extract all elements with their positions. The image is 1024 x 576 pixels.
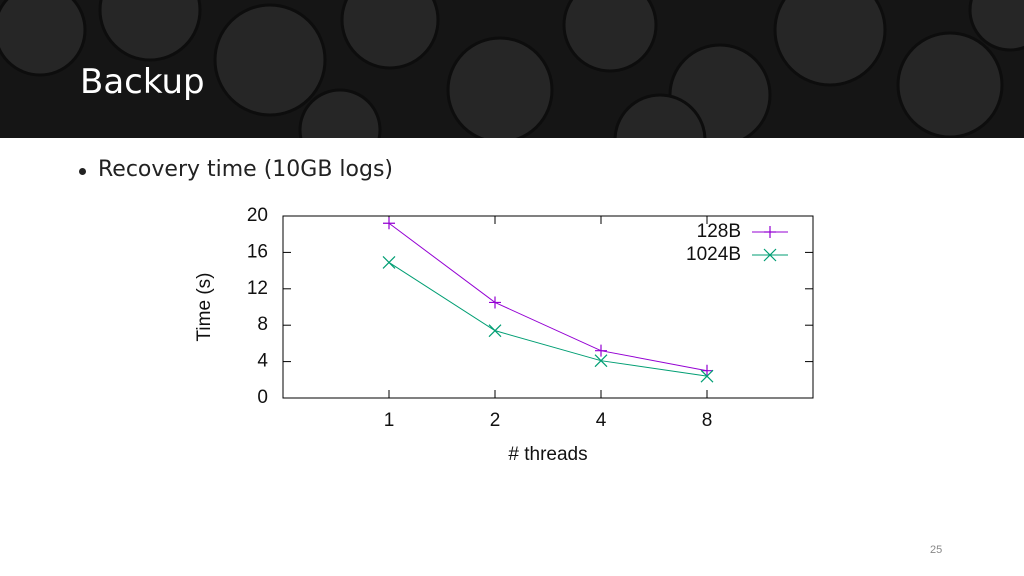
data-point: [595, 344, 607, 357]
data-point: [382, 255, 396, 269]
data-point: [488, 324, 502, 338]
series-line: [388, 261, 708, 377]
data-point: [383, 217, 395, 230]
y-axis-label: Time (s): [194, 273, 215, 342]
slide-title: Backup: [80, 62, 205, 102]
x-tick-label: 2: [490, 410, 501, 431]
y-tick-label: 8: [257, 314, 268, 335]
y-tick-label: 4: [257, 351, 268, 372]
x-tick-label: 4: [596, 410, 607, 431]
data-point: [700, 369, 714, 383]
legend-marker: [764, 226, 776, 238]
header: Backup: [0, 0, 1024, 138]
data-point: [489, 296, 501, 309]
header-texture: [0, 0, 1024, 138]
series-line: [388, 222, 708, 372]
plot-frame: [282, 215, 814, 399]
bullet-dot: [79, 168, 86, 175]
x-tick-label: 1: [384, 410, 395, 431]
y-tick-label: 0: [257, 387, 268, 408]
legend-marker: [763, 248, 777, 262]
legend-label: 128B: [697, 221, 741, 242]
x-tick-label: 8: [702, 410, 713, 431]
page-number: 25: [930, 544, 943, 556]
data-point: [594, 354, 608, 368]
data-point: [701, 364, 713, 377]
y-tick-label: 16: [247, 241, 268, 262]
x-axis-label: # threads: [508, 444, 587, 465]
y-tick-label: 20: [247, 205, 268, 226]
bullet-text: Recovery time (10GB logs): [98, 157, 393, 182]
y-tick-label: 12: [247, 278, 268, 299]
legend-label: 1024B: [686, 244, 741, 265]
